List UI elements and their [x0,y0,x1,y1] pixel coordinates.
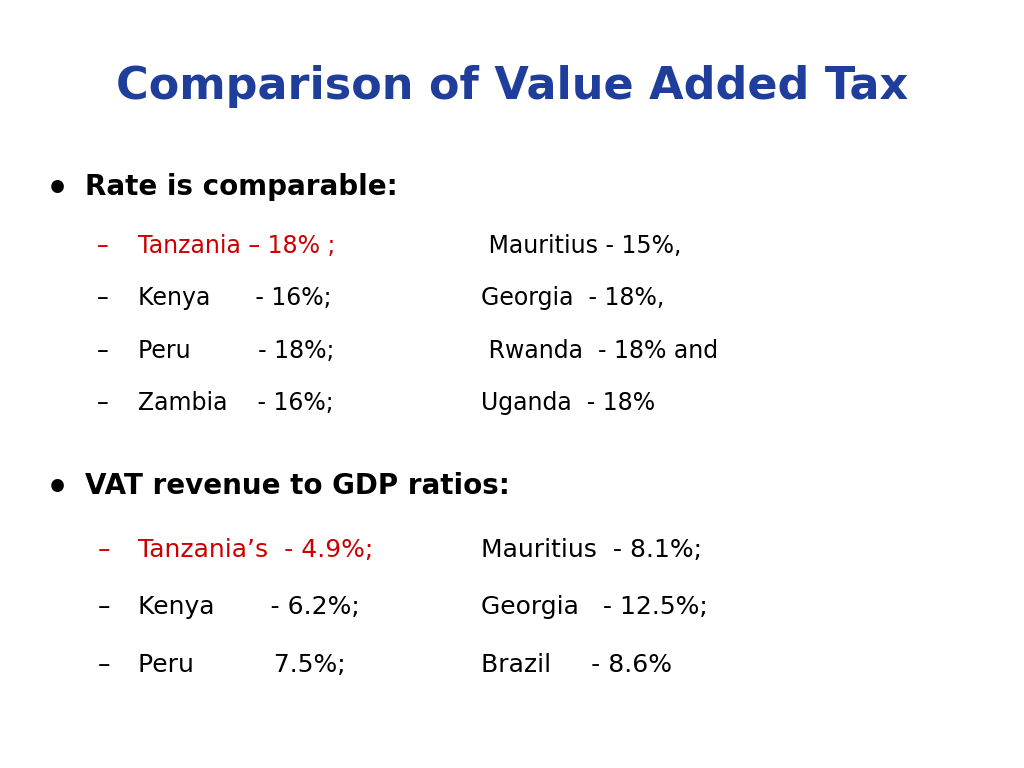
Text: –: – [97,286,109,310]
Text: •: • [46,173,70,207]
Text: Georgia  - 18%,: Georgia - 18%, [481,286,665,310]
Text: Brazil     - 8.6%: Brazil - 8.6% [481,653,673,677]
Text: Comparison of Value Added Tax: Comparison of Value Added Tax [116,65,908,108]
Text: Tanzania’s  - 4.9%;: Tanzania’s - 4.9%; [138,538,374,561]
Text: –: – [97,653,110,677]
Text: Zambia    - 16%;: Zambia - 16%; [138,391,334,415]
Text: –: – [97,538,110,561]
Text: Peru         - 18%;: Peru - 18%; [138,339,335,362]
Text: Rate is comparable:: Rate is comparable: [85,173,397,200]
Text: Uganda  - 18%: Uganda - 18% [481,391,655,415]
Text: Mauritius - 15%,: Mauritius - 15%, [481,234,682,258]
Text: Tanzania – 18% ;: Tanzania – 18% ; [138,234,336,258]
Text: –: – [97,595,110,619]
Text: –: – [97,339,109,362]
Text: Kenya      - 16%;: Kenya - 16%; [138,286,332,310]
Text: •: • [46,472,70,506]
Text: Kenya       - 6.2%;: Kenya - 6.2%; [138,595,360,619]
Text: Rwanda  - 18% and: Rwanda - 18% and [481,339,719,362]
Text: Georgia   - 12.5%;: Georgia - 12.5%; [481,595,708,619]
Text: –: – [97,391,109,415]
Text: –: – [97,234,109,258]
Text: Mauritius  - 8.1%;: Mauritius - 8.1%; [481,538,702,561]
Text: VAT revenue to GDP ratios:: VAT revenue to GDP ratios: [85,472,510,500]
Text: Peru          7.5%;: Peru 7.5%; [138,653,346,677]
